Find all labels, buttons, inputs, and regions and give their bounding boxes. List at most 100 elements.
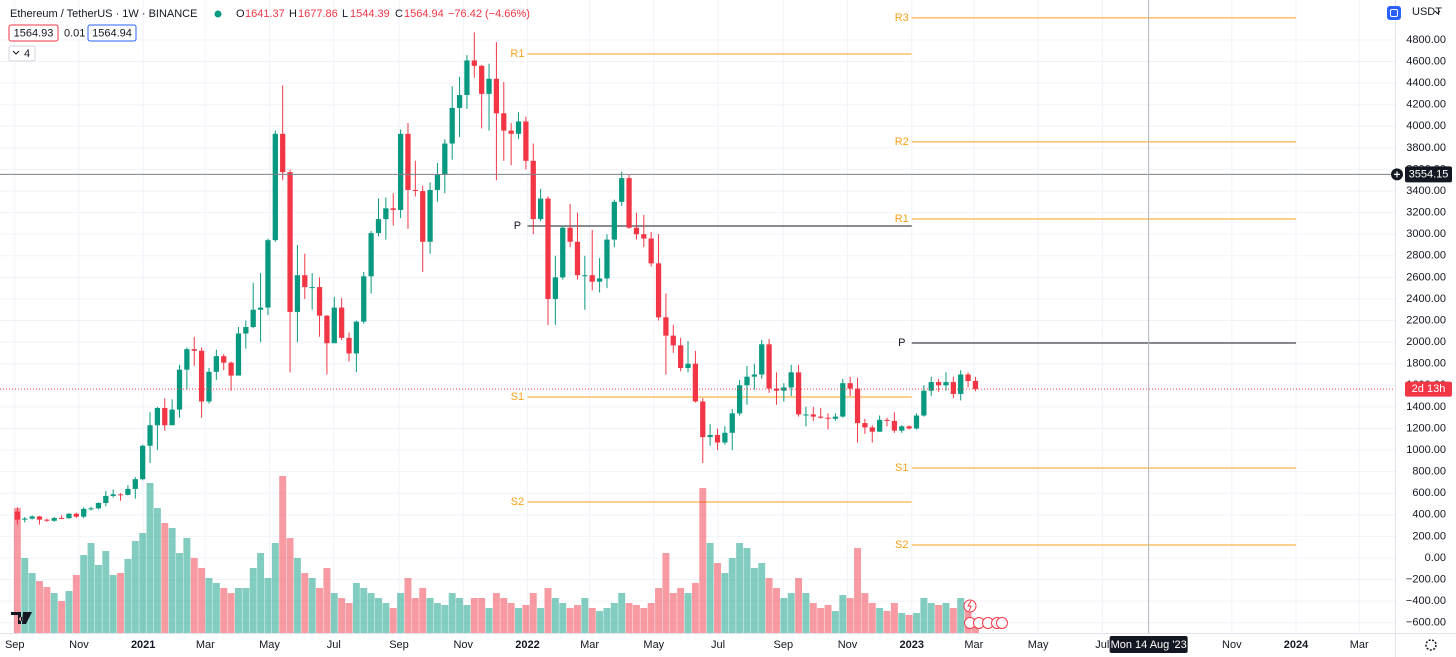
volume-bar [721, 573, 729, 633]
volume-bar [780, 598, 788, 633]
candle-body [795, 372, 802, 415]
volume-bar [795, 578, 803, 633]
x-tick-label: Jul [711, 639, 725, 651]
pivot-label: R2 [895, 136, 909, 148]
volume-bar [640, 608, 648, 633]
bid-box[interactable] [8, 24, 59, 42]
candle-body [685, 363, 691, 369]
candle-body [73, 513, 79, 517]
volume-bar [551, 598, 559, 633]
event-bolt [967, 600, 972, 612]
bid-price: 1564.93 [14, 27, 54, 39]
x-tick-label: Sep [5, 639, 25, 651]
volume-bar [411, 598, 419, 633]
candle-body [272, 133, 278, 241]
y-tick-label: −600.00 [1406, 617, 1446, 629]
volume-bar [448, 593, 456, 633]
volume-bar [13, 508, 21, 633]
candle-body [759, 344, 765, 375]
volume-bar [87, 543, 95, 633]
volume-bar [809, 603, 817, 633]
settings-icon[interactable] [1425, 639, 1437, 651]
y-tick-label: 600.00 [1412, 487, 1446, 499]
candle-body [302, 275, 308, 288]
volume-bar [927, 603, 935, 633]
x-tick-label: Jul [1095, 639, 1109, 651]
market-status[interactable] [214, 10, 222, 18]
volume-bar [758, 563, 766, 633]
volume-bar [139, 533, 147, 633]
indicators-toggle[interactable] [8, 45, 36, 62]
candle-body [950, 382, 956, 394]
candle-body [899, 426, 905, 431]
y-tick-label: 0.00 [1425, 552, 1446, 564]
ohlc-label: H [289, 8, 297, 20]
ohlc-label: C [395, 8, 403, 20]
y-tick-label: 2200.00 [1406, 314, 1446, 326]
candle-body [265, 240, 271, 308]
candle-body [58, 518, 65, 520]
volume-bar [610, 603, 618, 633]
volume-bar [817, 608, 825, 633]
symbol-title: Ethereum / TetherUS · 1W · BINANCE [10, 8, 197, 20]
volume-bar [212, 583, 220, 633]
volume-bar [787, 593, 795, 633]
candle-body [235, 333, 242, 376]
x-tick-label: May [259, 639, 280, 651]
flag-icon[interactable] [996, 617, 1008, 629]
volume-bar [492, 593, 500, 633]
candle-body [891, 420, 898, 431]
y-tick-label: 1200.00 [1406, 422, 1446, 434]
x-tick-label: Mar [196, 639, 215, 651]
currency[interactable]: USDT [1412, 6, 1442, 18]
candle-body [574, 241, 581, 276]
currency-icon[interactable] [1387, 6, 1401, 20]
volume-bar [846, 598, 854, 633]
x-tick-label: Nov [453, 639, 473, 651]
grid [0, 0, 1395, 633]
volume-bar [264, 578, 272, 633]
volume-bar [596, 611, 604, 633]
y-tick-label: 4400.00 [1406, 77, 1446, 89]
volume-bar [72, 575, 80, 633]
candle-body [810, 414, 816, 417]
candle-body [88, 508, 94, 510]
y-tick-label: 1800.00 [1406, 358, 1446, 370]
volume-bar [124, 559, 132, 633]
volume-bar [94, 565, 102, 633]
volume-bar [706, 543, 714, 633]
ask-price: 1564.94 [92, 27, 132, 39]
candle-body [44, 519, 50, 521]
ask-box[interactable] [87, 24, 137, 42]
volume-bar [50, 593, 58, 633]
x-tick-label: 2022 [515, 639, 539, 651]
volume-bar [389, 608, 397, 633]
volume-bar [21, 558, 29, 633]
volume-bar [743, 548, 751, 633]
pivot-label: S1 [895, 462, 908, 474]
x-tick-label: May [643, 639, 664, 651]
candle-body [147, 425, 153, 446]
candle-body [221, 356, 227, 363]
tv-logo[interactable] [11, 612, 32, 624]
candle-body [250, 309, 256, 328]
candle-body [434, 174, 441, 190]
volume-bar [485, 608, 493, 633]
candle-body [972, 380, 979, 390]
candle-body [958, 374, 964, 394]
candle-body [670, 335, 676, 346]
volume-bar [942, 603, 950, 633]
candle-body [803, 414, 809, 416]
volume-bar [949, 608, 957, 633]
candle-body [641, 234, 647, 239]
y-tick-label: 3400.00 [1406, 185, 1446, 197]
event-flags[interactable] [964, 617, 1008, 629]
candle-body [869, 427, 875, 432]
y-tick-label: 4800.00 [1406, 34, 1446, 46]
volume-bar [736, 543, 744, 633]
candle-body [862, 423, 868, 428]
candle-body [81, 508, 87, 517]
candle-body [464, 60, 470, 95]
volume-bar [905, 615, 913, 633]
candle-body [162, 407, 168, 426]
